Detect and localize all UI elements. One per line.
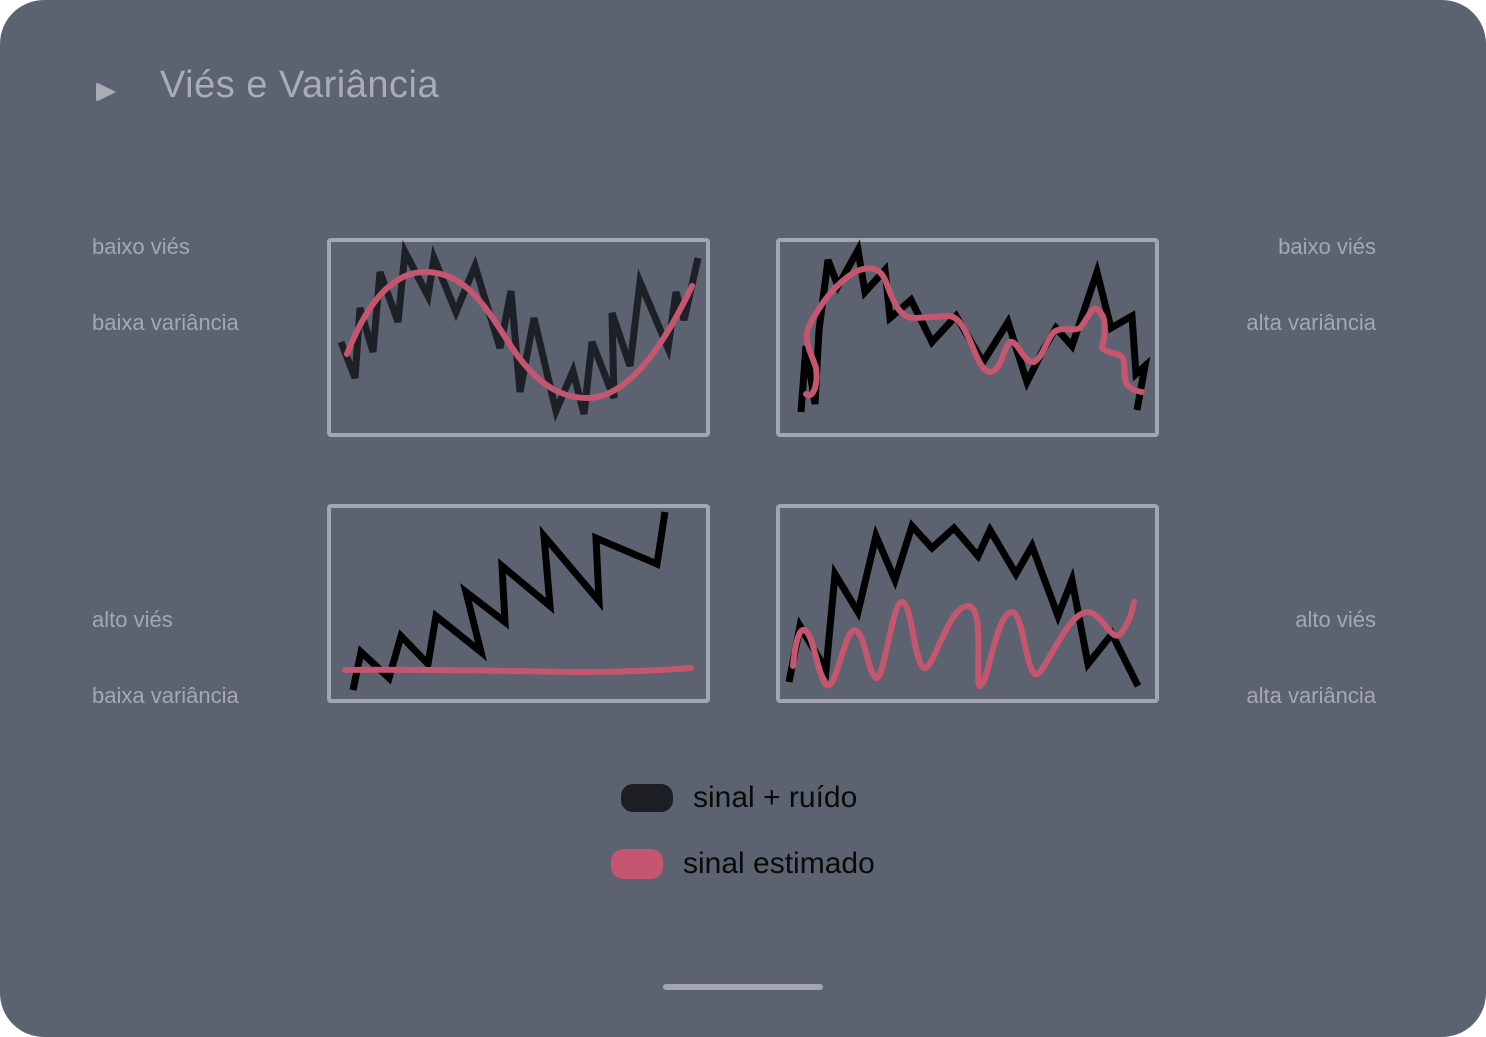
legend-item-noisy-signal: sinal + ruído (621, 781, 858, 814)
noisy-signal-line-3 (349, 511, 669, 691)
quadrant-3-bias-label: alto viés (92, 607, 173, 632)
page-title: Viés e Variância (160, 64, 440, 106)
estimated-signal-line-2 (803, 265, 1145, 399)
legend-label-noisy-signal: sinal + ruído (693, 781, 858, 814)
quadrant-4-variance-label: alta variância (1246, 683, 1376, 708)
quadrant-3-variance-label: baixa variância (92, 683, 239, 708)
quadrant-1-bias-label: baixo viés (92, 234, 190, 259)
quadrant-2-bias-label: baixo viés (1278, 234, 1376, 259)
play-icon[interactable] (96, 82, 116, 102)
legend-item-estimated-signal: sinal estimado (611, 847, 875, 880)
quadrant-1-variance-label: baixa variância (92, 310, 239, 335)
panel-low-bias-high-variance (776, 238, 1159, 437)
estimated-signal-line-4 (790, 598, 1137, 690)
quadrant-4-bias-label: alto viés (1295, 607, 1376, 632)
legend-swatch-dark (621, 784, 673, 812)
noisy-signal-line-4 (785, 519, 1142, 688)
panel-high-bias-high-variance (776, 504, 1159, 703)
estimated-signal-line-1 (344, 268, 695, 402)
legend-label-estimated-signal: sinal estimado (683, 847, 875, 880)
panel-high-bias-low-variance (327, 504, 710, 703)
header: Viés e Variância (92, 60, 439, 116)
quadrant-2-variance-label: alta variância (1246, 310, 1376, 335)
home-indicator[interactable] (663, 984, 823, 990)
noisy-signal-line-1 (337, 240, 702, 423)
estimated-signal-line-3 (342, 665, 694, 676)
panel-low-bias-low-variance (327, 238, 710, 437)
legend-swatch-pink (611, 849, 663, 879)
